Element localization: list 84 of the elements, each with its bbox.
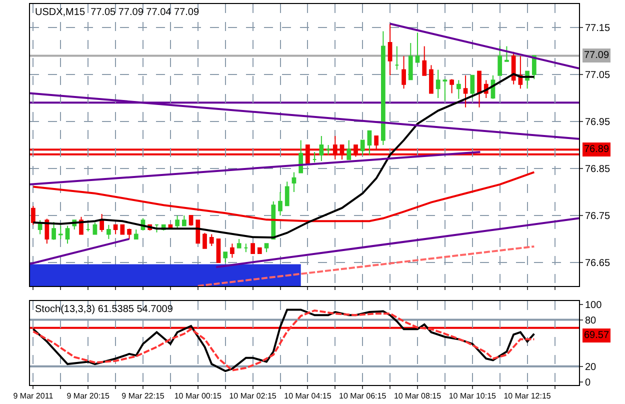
candlestick — [52, 222, 56, 240]
candlestick — [284, 181, 290, 206]
y-tick-label: 76.85 — [585, 164, 610, 175]
candlestick — [346, 140, 352, 160]
x-tick-label: 10 Mar 04:15 — [284, 392, 332, 401]
candlestick — [127, 228, 132, 240]
candlestick — [223, 252, 228, 263]
candlestick — [312, 152, 317, 163]
y-tick-label: 20 — [585, 362, 597, 373]
candlestick — [113, 224, 118, 235]
candlestick — [394, 46, 400, 70]
candlestick — [154, 224, 159, 233]
line-series — [32, 73, 536, 239]
x-tick-label: 10 Mar 00:15 — [174, 392, 222, 401]
x-tick-label: 10 Mar 12:15 — [504, 392, 552, 401]
candlestick — [209, 234, 214, 246]
candlestick — [326, 144, 330, 156]
candlestick — [175, 214, 180, 230]
candlestick — [408, 42, 413, 80]
candlestick — [298, 140, 304, 174]
y-tick-label: 76.65 — [585, 258, 610, 269]
candlestick — [456, 80, 461, 100]
y-tick-label: 80 — [585, 315, 597, 326]
candlestick — [196, 220, 200, 244]
y-tick-label: 77.15 — [585, 23, 610, 34]
ref-line-label: 77.09 — [584, 50, 610, 61]
candlestick — [120, 224, 125, 235]
candlestick — [202, 232, 207, 249]
candlestick — [244, 243, 248, 253]
line-series — [32, 171, 536, 222]
candlestick — [65, 225, 70, 244]
candlestick — [381, 30, 386, 146]
chart-title: Stoch(13,3,3) 61.5385 54.7009 — [35, 304, 174, 315]
candlestick — [257, 247, 262, 254]
candlestick — [498, 46, 502, 76]
candlestick — [38, 220, 42, 235]
candlestick — [442, 78, 448, 101]
candlestick — [470, 74, 475, 98]
candlestick — [216, 238, 221, 263]
candlestick — [319, 136, 324, 162]
candlestick — [236, 238, 242, 248]
candlestick — [86, 223, 90, 232]
candlestick — [532, 55, 536, 80]
candlestick — [230, 243, 234, 258]
candlestick — [92, 222, 98, 235]
candlestick — [402, 56, 406, 90]
y-tick-label: 77.05 — [585, 70, 610, 81]
x-tick-label: 10 Mar 08:15 — [394, 392, 442, 401]
candlestick — [367, 130, 372, 156]
x-tick-label: 10 Mar 10:15 — [448, 392, 497, 401]
candlestick — [250, 243, 255, 254]
x-tick-label: 10 Mar 02:15 — [229, 392, 277, 401]
candlestick — [264, 243, 269, 253]
candlestick — [477, 70, 482, 108]
y-tick-label: 0 — [585, 377, 591, 388]
candlestick — [436, 69, 440, 98]
candlestick — [188, 214, 194, 226]
candlestick — [31, 206, 36, 226]
x-tick-label: 9 Mar 20:15 — [66, 392, 110, 401]
candlestick — [511, 51, 516, 85]
candlestick — [134, 229, 138, 240]
candlestick — [182, 214, 186, 226]
candlestick — [504, 46, 509, 62]
candlestick — [388, 23, 392, 76]
chart-title: USDX,M15 77.05 77.09 77.04 77.09 — [35, 7, 200, 18]
ref-line-label: 76.89 — [584, 144, 610, 155]
candlestick — [450, 78, 454, 94]
candlestick — [360, 140, 365, 156]
candlestick — [415, 32, 420, 63]
y-tick-label: 76.95 — [585, 116, 610, 128]
candlestick — [278, 191, 282, 216]
candlestick — [100, 214, 104, 232]
candlestick — [106, 224, 111, 240]
x-tick-label: 9 Mar 2011 — [13, 392, 54, 401]
candlestick — [422, 46, 427, 76]
x-tick-label: 9 Mar 22:15 — [122, 392, 165, 401]
candlestick — [463, 74, 468, 108]
candlestick — [292, 172, 296, 192]
ref-line-label: 69.57 — [584, 330, 610, 341]
candlestick — [429, 64, 434, 94]
candlestick — [58, 225, 63, 240]
y-tick-label: 100 — [585, 300, 602, 311]
x-tick-label: 10 Mar 06:15 — [339, 392, 387, 401]
y-tick-label: 76.75 — [585, 210, 610, 222]
